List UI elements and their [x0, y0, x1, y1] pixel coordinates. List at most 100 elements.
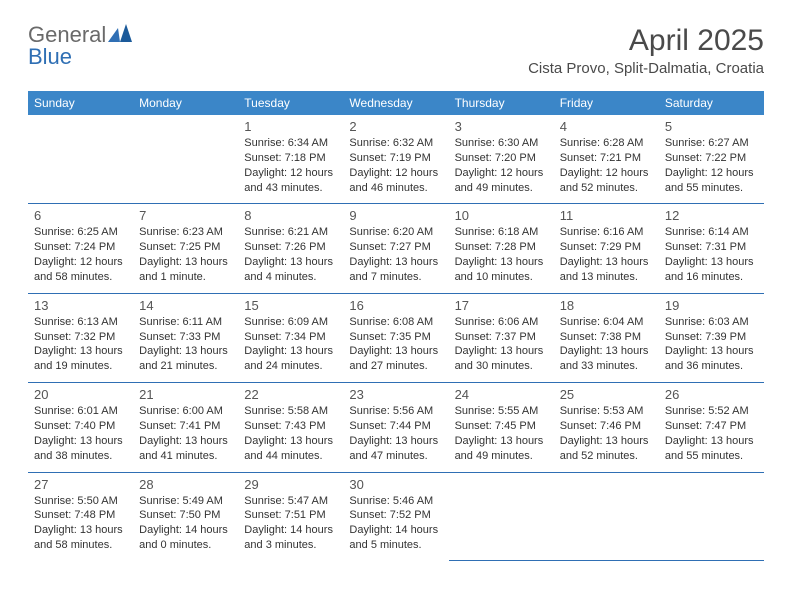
info-line: and 46 minutes. — [349, 181, 442, 196]
calendar-cell — [449, 472, 554, 561]
info-line: and 13 minutes. — [560, 270, 653, 285]
info-line: Daylight: 12 hours — [244, 166, 337, 181]
day-number: 18 — [560, 298, 653, 313]
calendar-cell: 2Sunrise: 6:32 AMSunset: 7:19 PMDaylight… — [343, 115, 448, 204]
info-line: Sunset: 7:45 PM — [455, 419, 548, 434]
calendar-cell: 3Sunrise: 6:30 AMSunset: 7:20 PMDaylight… — [449, 115, 554, 204]
info-line: and 27 minutes. — [349, 359, 442, 374]
calendar-cell: 26Sunrise: 5:52 AMSunset: 7:47 PMDayligh… — [659, 383, 764, 472]
day-header: Sunday — [28, 91, 133, 115]
calendar-cell: 6Sunrise: 6:25 AMSunset: 7:24 PMDaylight… — [28, 204, 133, 293]
info-line: Sunrise: 6:34 AM — [244, 136, 337, 151]
location-subtitle: Cista Provo, Split-Dalmatia, Croatia — [528, 60, 764, 77]
info-line: and 7 minutes. — [349, 270, 442, 285]
info-line: Sunrise: 6:04 AM — [560, 315, 653, 330]
calendar-cell: 22Sunrise: 5:58 AMSunset: 7:43 PMDayligh… — [238, 383, 343, 472]
info-line: and 41 minutes. — [139, 449, 232, 464]
day-header: Thursday — [449, 91, 554, 115]
info-line: Sunset: 7:32 PM — [34, 330, 127, 345]
info-line: Sunrise: 6:18 AM — [455, 225, 548, 240]
calendar-cell: 27 Sunrise: 5:50 AMSunset: 7:48 PMDayligh… — [28, 472, 133, 561]
calendar-cell: 10Sunrise: 6:18 AMSunset: 7:28 PMDayligh… — [449, 204, 554, 293]
info-line: and 3 minutes. — [244, 538, 337, 553]
day-number: 22 — [244, 387, 337, 402]
info-line: Daylight: 13 hours — [139, 434, 232, 449]
info-line: and 24 minutes. — [244, 359, 337, 374]
info-line: Sunset: 7:22 PM — [665, 151, 758, 166]
info-line: Sunrise: 5:53 AM — [560, 404, 653, 419]
info-line: Daylight: 13 hours — [139, 255, 232, 270]
day-number: 21 — [139, 387, 232, 402]
calendar-cell: 11Sunrise: 6:16 AMSunset: 7:29 PMDayligh… — [554, 204, 659, 293]
info-line: Sunrise: 6:00 AM — [139, 404, 232, 419]
info-line: and 10 minutes. — [455, 270, 548, 285]
day-header: Saturday — [659, 91, 764, 115]
day-header: Friday — [554, 91, 659, 115]
info-line: Sunset: 7:27 PM — [349, 240, 442, 255]
info-line: Sunrise: 5:47 AM — [244, 494, 337, 509]
info-line: Daylight: 13 hours — [560, 255, 653, 270]
calendar-cell — [28, 115, 133, 204]
info-line: Sunrise: 6:28 AM — [560, 136, 653, 151]
info-line: and 36 minutes. — [665, 359, 758, 374]
calendar-cell: 30Sunrise: 5:46 AMSunset: 7:52 PMDayligh… — [343, 472, 448, 561]
calendar-cell: 8Sunrise: 6:21 AMSunset: 7:26 PMDaylight… — [238, 204, 343, 293]
calendar-cell: 19Sunrise: 6:03 AMSunset: 7:39 PMDayligh… — [659, 293, 764, 382]
day-number: 20 — [34, 387, 127, 402]
info-line: Daylight: 13 hours — [665, 344, 758, 359]
info-line: Sunrise: 6:30 AM — [455, 136, 548, 151]
info-line: Daylight: 14 hours — [349, 523, 442, 538]
day-number: 27 — [34, 477, 127, 492]
info-line: Sunrise: 5:58 AM — [244, 404, 337, 419]
info-line: and 30 minutes. — [455, 359, 548, 374]
info-line: Sunrise: 6:20 AM — [349, 225, 442, 240]
info-line: Daylight: 13 hours — [665, 255, 758, 270]
info-line: and 58 minutes. — [34, 270, 127, 285]
calendar-cell: 25 Sunrise: 5:53 AMSunset: 7:46 PMDayligh… — [554, 383, 659, 472]
calendar-cell: 13Sunrise: 6:13 AMSunset: 7:32 PMDayligh… — [28, 293, 133, 382]
day-number: 13 — [34, 298, 127, 313]
info-line: Sunset: 7:46 PM — [560, 419, 653, 434]
info-line: Sunset: 7:47 PM — [665, 419, 758, 434]
info-line: Daylight: 13 hours — [34, 523, 127, 538]
day-number: 14 — [139, 298, 232, 313]
info-line: Sunrise: 6:21 AM — [244, 225, 337, 240]
info-line: Sunrise: 6:25 AM — [34, 225, 127, 240]
day-number: 23 — [349, 387, 442, 402]
info-line: Daylight: 13 hours — [665, 434, 758, 449]
calendar-cell: 28Sunrise: 5:49 AMSunset: 7:50 PMDayligh… — [133, 472, 238, 561]
day-number: 2 — [349, 119, 442, 134]
calendar-cell: 5Sunrise: 6:27 AMSunset: 7:22 PMDaylight… — [659, 115, 764, 204]
info-line: Sunset: 7:35 PM — [349, 330, 442, 345]
calendar-cell: 18Sunrise: 6:04 AMSunset: 7:38 PMDayligh… — [554, 293, 659, 382]
info-line: and 5 minutes. — [349, 538, 442, 553]
info-line: and 4 minutes. — [244, 270, 337, 285]
info-line: Sunrise: 5:50 AM — [34, 494, 127, 509]
day-number: 8 — [244, 208, 337, 223]
logo: General Blue — [28, 24, 132, 68]
header: General Blue April 2025 Cista Provo, Spl… — [28, 24, 764, 77]
info-line: Sunset: 7:48 PM — [34, 508, 127, 523]
info-line: Sunrise: 6:06 AM — [455, 315, 548, 330]
day-number: 15 — [244, 298, 337, 313]
info-line: Daylight: 13 hours — [349, 255, 442, 270]
info-line: Daylight: 13 hours — [244, 344, 337, 359]
info-line: and 52 minutes. — [560, 449, 653, 464]
calendar-cell: 23Sunrise: 5:56 AMSunset: 7:44 PMDayligh… — [343, 383, 448, 472]
info-line: Daylight: 13 hours — [560, 434, 653, 449]
calendar-cell: 24Sunrise: 5:55 AMSunset: 7:45 PMDayligh… — [449, 383, 554, 472]
day-number: 25 — [560, 387, 653, 402]
day-number: 7 — [139, 208, 232, 223]
info-line: and 43 minutes. — [244, 181, 337, 196]
info-line: Sunset: 7:43 PM — [244, 419, 337, 434]
day-number: 12 — [665, 208, 758, 223]
info-line: Sunrise: 6:13 AM — [34, 315, 127, 330]
info-line: Daylight: 13 hours — [349, 344, 442, 359]
info-line: Daylight: 14 hours — [244, 523, 337, 538]
info-line: Sunrise: 6:14 AM — [665, 225, 758, 240]
info-line: Sunset: 7:31 PM — [665, 240, 758, 255]
info-line: and 52 minutes. — [560, 181, 653, 196]
day-number: 6 — [34, 208, 127, 223]
day-number: 29 — [244, 477, 337, 492]
day-number: 16 — [349, 298, 442, 313]
